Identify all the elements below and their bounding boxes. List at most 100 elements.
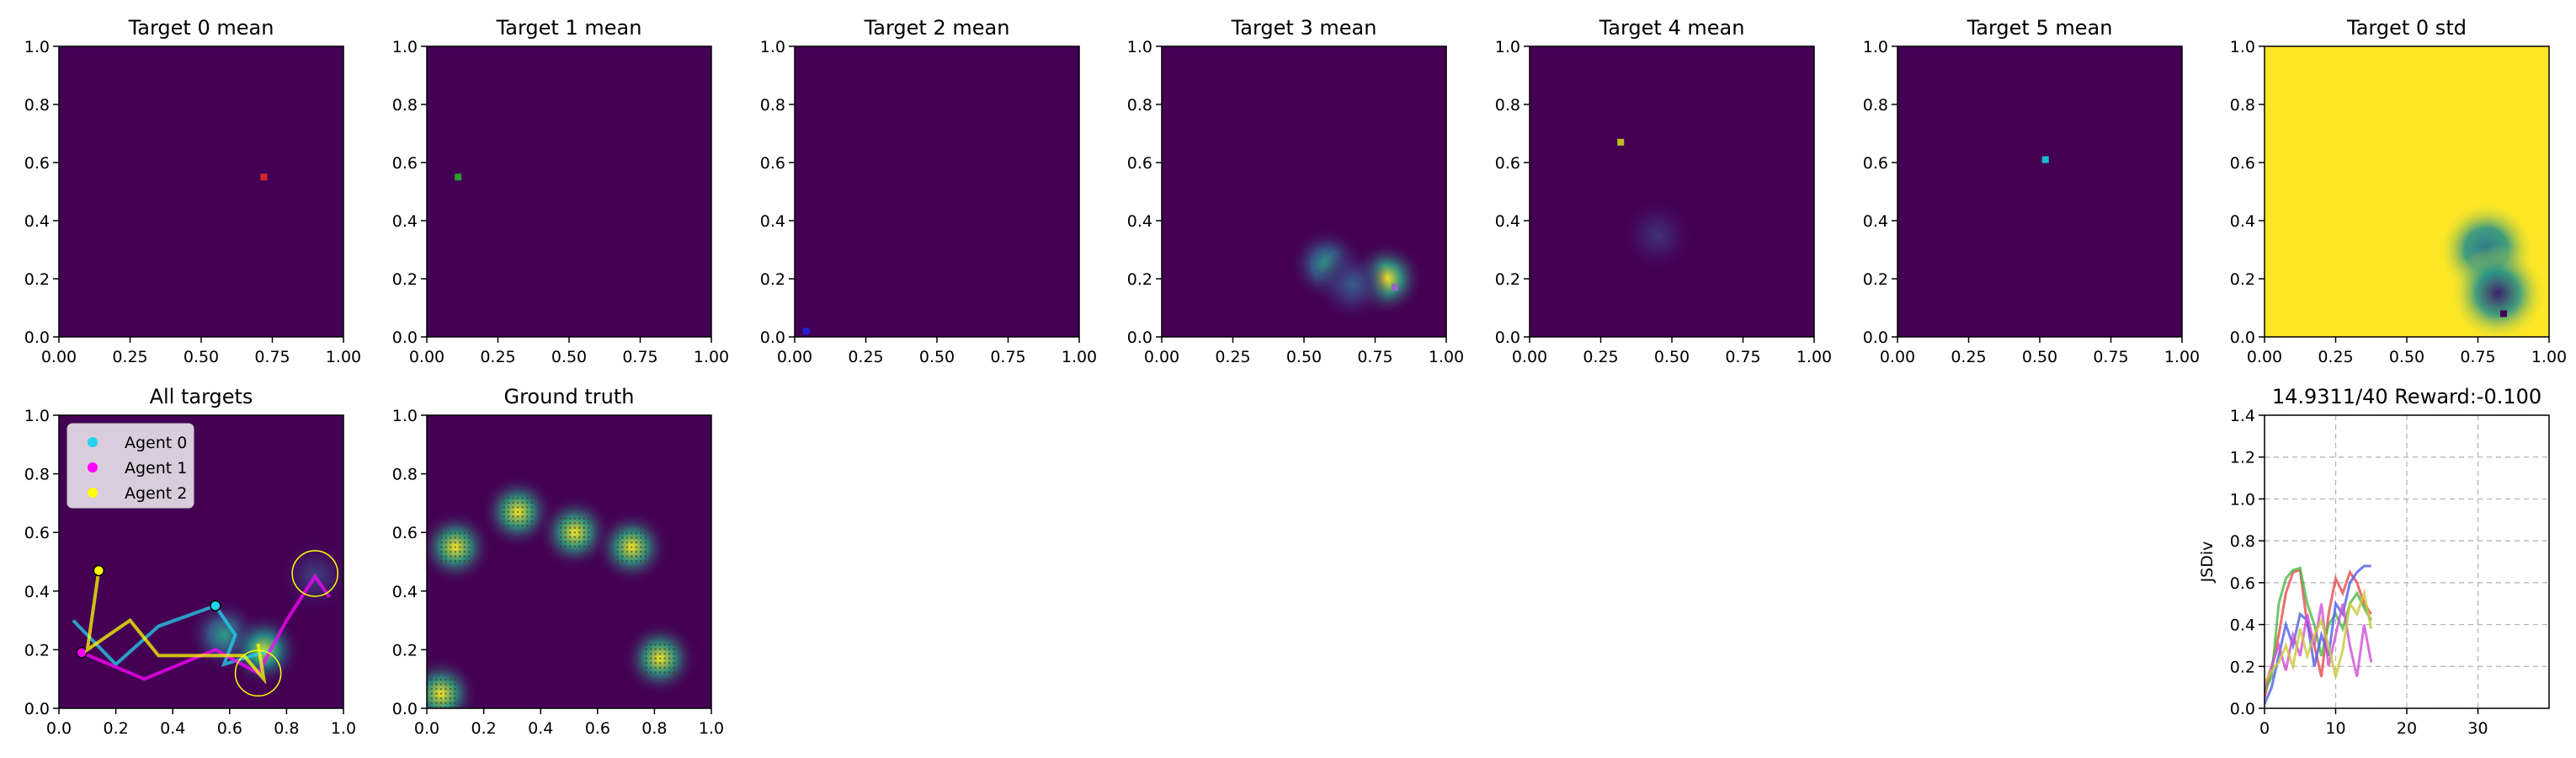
sample-point [530, 515, 533, 518]
sample-point [564, 526, 567, 529]
sample-point [583, 521, 586, 525]
sample-point [649, 643, 652, 646]
x-tick-label: 0 [2259, 719, 2270, 738]
sample-point [625, 536, 629, 539]
sample-point [468, 536, 471, 539]
x-tick-label: 0.25 [112, 348, 147, 366]
sample-point [631, 559, 633, 563]
series-line-0 [2265, 568, 2372, 698]
sample-point [516, 501, 519, 504]
axes-frame [58, 414, 344, 709]
x-tick-label: 0.4 [160, 719, 185, 738]
sample-point [640, 531, 642, 535]
sample-point [450, 531, 452, 535]
sample-point [440, 546, 443, 548]
sample-point [454, 697, 456, 700]
sample-point [668, 662, 671, 665]
sample-point [516, 525, 519, 527]
target-marker-0 [455, 173, 462, 181]
sample-point [468, 541, 471, 544]
x-tick-label: 0.00 [1880, 348, 1915, 366]
sample-point [663, 643, 666, 646]
legend-marker-0 [88, 437, 98, 447]
y-tick-label: 1.0 [1127, 38, 1152, 56]
sample-point [521, 525, 524, 527]
sample-point [631, 531, 633, 535]
y-tick-label: 0.2 [392, 641, 418, 659]
chart-panel-2: Target 2 mean 0.00 0.25 0.50 0.75 1.00 0.0 0.2 0… [760, 16, 1097, 366]
sample-point [530, 520, 533, 523]
sample-point [654, 648, 657, 651]
x-tick-label: 0.50 [184, 348, 219, 366]
y-tick-label: 1.0 [24, 407, 50, 425]
sample-point [521, 520, 524, 523]
sample-point [440, 559, 443, 563]
sample-point [673, 653, 675, 655]
sample-point [530, 506, 533, 509]
sample-point [644, 555, 647, 558]
y-tick-label: 1.0 [392, 38, 418, 56]
sample-point [640, 546, 642, 548]
plot-area [1530, 46, 1814, 337]
series-line-1 [2265, 566, 2373, 692]
sample-point [587, 517, 590, 520]
sample-point [530, 525, 533, 527]
sample-point [673, 671, 675, 674]
sample-point [577, 536, 581, 538]
sample-point [573, 517, 577, 520]
sample-point [454, 555, 457, 558]
sample-point [645, 662, 647, 665]
sample-point [435, 697, 438, 700]
sample-point [430, 687, 434, 691]
sample-point [668, 671, 671, 674]
sample-point [573, 540, 577, 543]
heatmap-blob-1 [2449, 244, 2547, 337]
sample-point [435, 683, 438, 686]
x-tick-label: 0.00 [1144, 348, 1179, 366]
chart-panel-3: Target 3 mean 0.00 0.25 0.50 0.75 1.00 0.0 0.2 0… [1127, 16, 1464, 366]
y-tick-label: 0.0 [24, 700, 50, 718]
target-marker-0 [802, 328, 810, 335]
sample-point [621, 546, 624, 548]
sample-point [444, 531, 448, 535]
y-tick-label: 0.2 [2230, 270, 2255, 289]
sample-point [635, 536, 638, 539]
sample-point [621, 541, 624, 544]
y-tick-label: 0.6 [1495, 154, 1520, 173]
chart-panel-0: Target 0 mean 0.00 0.25 0.50 0.75 1.00 0.0 0.2 0… [24, 16, 361, 366]
sample-point [616, 555, 620, 558]
y-tick-label: 1.0 [392, 407, 418, 425]
sample-point [644, 536, 647, 539]
y-tick-label: 0.4 [392, 583, 418, 601]
sample-point [430, 678, 434, 681]
sample-point [564, 545, 567, 547]
sample-point [444, 559, 448, 563]
y-tick-label: 0.2 [2230, 658, 2255, 676]
sample-point [525, 501, 529, 504]
sensor-range-circle-0 [291, 550, 338, 597]
sample-points [427, 497, 675, 708]
sample-point [649, 662, 652, 665]
x-tick-label: 0.6 [217, 719, 242, 738]
sample-point [621, 536, 624, 539]
plot-area [427, 415, 711, 708]
sample-point [521, 497, 524, 499]
sample-point [503, 510, 505, 514]
sample-point [645, 648, 647, 651]
sample-point [631, 555, 633, 558]
sample-point [568, 540, 572, 543]
x-tick-label: 0.50 [2022, 348, 2057, 366]
x-tick-label: 0.00 [41, 348, 77, 366]
y-tick-label: 0.4 [1495, 212, 1520, 231]
sample-point [658, 662, 662, 665]
y-tick-label: 0.6 [392, 524, 418, 542]
sample-point [459, 546, 461, 548]
y-tick-label: 0.6 [1863, 154, 1888, 173]
sample-point [673, 648, 675, 651]
heatmap-blob-2 [1315, 247, 1390, 322]
chart-panel-8: Ground truth 0.0 0.2 0.4 0.6 0.8 1.0 0.0 0.2 0.4 0… [392, 385, 724, 738]
legend-label-0: Agent 0 [125, 434, 187, 452]
sample-point [649, 671, 652, 674]
x-tick-label: 30 [2467, 719, 2488, 738]
